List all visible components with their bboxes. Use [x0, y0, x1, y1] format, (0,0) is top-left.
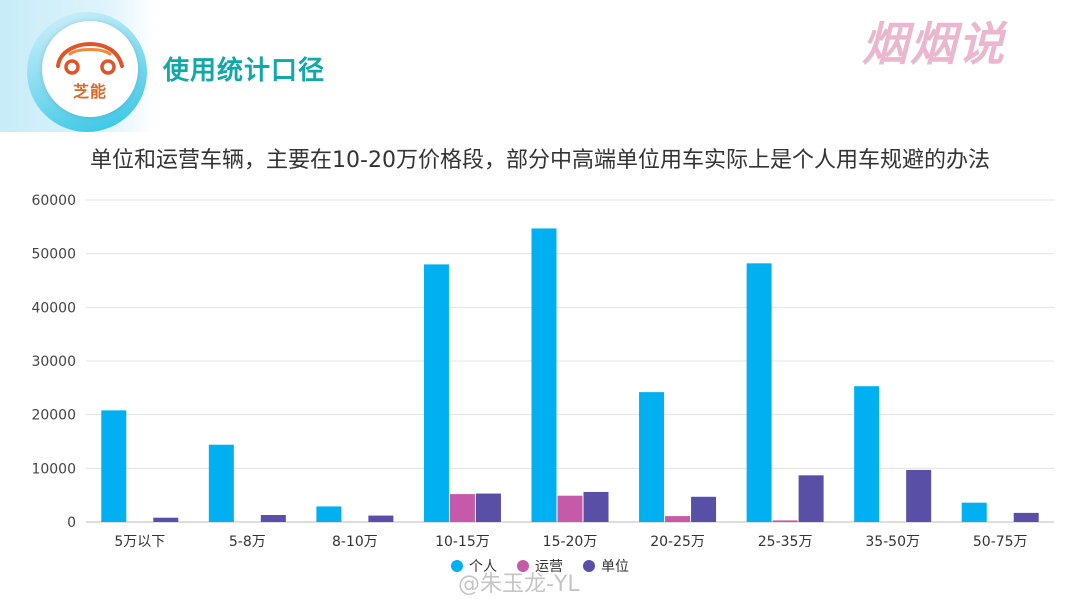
bar-个人-8-10万 — [316, 506, 342, 522]
chart-legend: 个人 运营 单位 — [0, 556, 1080, 576]
watermark: @朱玉龙-YL — [458, 572, 580, 597]
legend-label-operation: 运营 — [535, 559, 563, 575]
bar-个人-15-20万 — [531, 228, 557, 522]
y-tick-label: 0 — [67, 515, 76, 531]
x-tick-label: 20-25万 — [650, 534, 705, 550]
y-tick-label: 10000 — [31, 461, 76, 477]
y-tick-label: 60000 — [31, 193, 76, 209]
bar-运营-15-20万 — [557, 495, 583, 522]
bar-运营-25-35万 — [772, 520, 798, 522]
legend-label-unit: 单位 — [601, 559, 629, 575]
bar-单位-20-25万 — [691, 496, 717, 522]
bar-个人-35-50万 — [854, 386, 880, 522]
bar-单位-50-75万 — [1013, 512, 1039, 522]
chart-subtitle: 单位和运营车辆，主要在10-20万价格段，部分中高端单位用车实际上是个人用车规避… — [90, 148, 990, 173]
bar-个人-5万以下 — [101, 410, 127, 522]
legend-dot-unit — [583, 560, 595, 572]
section-title: 使用统计口径 — [163, 56, 326, 86]
x-tick-label: 35-50万 — [865, 534, 920, 550]
x-tick-label: 15-20万 — [543, 534, 598, 550]
x-tick-label: 25-35万 — [758, 534, 813, 550]
x-tick-label: 8-10万 — [332, 534, 378, 550]
bar-个人-10-15万 — [423, 264, 449, 522]
bar-个人-25-35万 — [746, 263, 772, 522]
logo-disc — [42, 21, 138, 117]
y-tick-label: 50000 — [31, 247, 76, 263]
bar-单位-15-20万 — [583, 491, 609, 522]
x-tick-label: 10-15万 — [435, 534, 490, 550]
bar-单位-8-10万 — [368, 515, 394, 522]
y-tick-label: 30000 — [31, 354, 76, 370]
bar-个人-20-25万 — [639, 392, 665, 522]
bar-单位-5-8万 — [260, 515, 286, 522]
logo-text: 芝能 — [72, 82, 107, 101]
bar-单位-10-15万 — [475, 493, 501, 522]
bar-单位-35-50万 — [906, 469, 932, 522]
legend-dot-personal — [451, 560, 463, 572]
legend-item-unit: 单位 — [583, 556, 629, 576]
bar-运营-20-25万 — [665, 516, 691, 522]
car-logo-icon — [56, 41, 124, 75]
y-tick-label: 20000 — [31, 408, 76, 424]
bar-chart: 0 10000 20000 30000 40000 50000 60000 5万以下 5-8万 8… — [31, 193, 1054, 550]
x-tick-label: 5-8万 — [229, 534, 266, 550]
bar-运营-10-15万 — [449, 494, 475, 522]
x-tick-label: 5万以下 — [114, 534, 165, 550]
x-tick-label: 50-75万 — [973, 534, 1028, 550]
bar-单位-25-35万 — [798, 475, 824, 522]
legend-label-personal: 个人 — [469, 559, 497, 575]
bar-个人-5-8万 — [208, 444, 234, 522]
bar-单位-5万以下 — [153, 517, 179, 522]
y-tick-label: 40000 — [31, 300, 76, 316]
legend-item-personal: 个人 — [451, 556, 497, 576]
legend-item-operation: 运营 — [517, 556, 563, 576]
legend-dot-operation — [517, 560, 529, 572]
bar-个人-50-75万 — [961, 502, 987, 522]
brand-logo-text: 烟烟说 — [862, 17, 1006, 71]
